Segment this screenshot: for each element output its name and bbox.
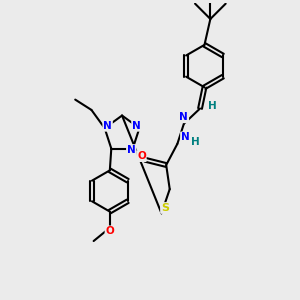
Text: N: N [103, 121, 112, 131]
Text: O: O [106, 226, 114, 236]
Text: O: O [137, 151, 146, 161]
Text: N: N [127, 145, 136, 155]
Text: N: N [181, 132, 190, 142]
Text: S: S [161, 203, 169, 213]
Text: H: H [191, 137, 200, 147]
Text: H: H [208, 101, 217, 111]
Text: N: N [179, 112, 188, 122]
Text: N: N [132, 121, 141, 131]
